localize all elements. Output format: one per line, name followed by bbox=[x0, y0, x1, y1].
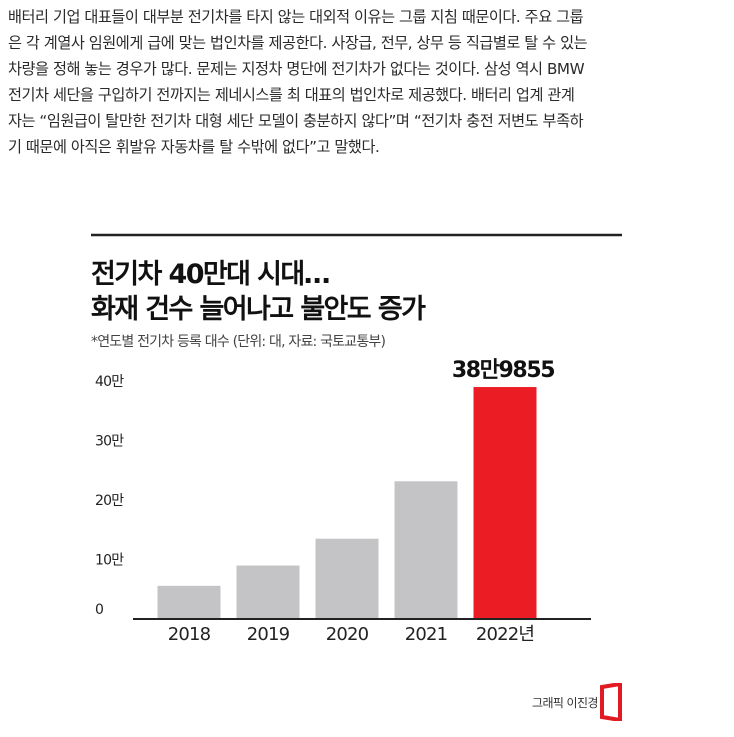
bar bbox=[394, 481, 458, 619]
x-tick-label: 2021 bbox=[405, 624, 448, 645]
bar bbox=[315, 538, 379, 619]
x-axis-tick-labels: 2018 2019 2020 2021 2022년 bbox=[168, 624, 535, 645]
graphic-credit: 그래픽 이진경 bbox=[532, 696, 598, 710]
bar bbox=[157, 585, 221, 619]
article-line: 자는 “임원급이 탈만한 전기차 대형 세단 모델이 충분하지 않다”며 “전기… bbox=[8, 112, 584, 130]
chart-title-line-2: 화재 건수 늘어나고 불안도 증가 bbox=[91, 294, 426, 325]
y-tick-label: 40만 bbox=[95, 374, 124, 390]
article-line: 차량을 정해 놓는 경우가 많다. 문제는 지정차 명단에 전기차가 없다는 것… bbox=[8, 60, 585, 78]
y-tick-label: 20만 bbox=[95, 493, 124, 509]
bar-highlight bbox=[473, 387, 537, 619]
x-tick-label: 2022년 bbox=[476, 624, 534, 645]
article-line: 기 때문에 아직은 휘발유 자동차를 탈 수밖에 없다”고 말했다. bbox=[8, 138, 380, 156]
article-line: 은 각 계열사 임원에게 급에 맞는 법인차를 제공한다. 사장급, 전무, 상… bbox=[8, 34, 588, 52]
bar-series bbox=[157, 387, 537, 619]
y-tick-label: 30만 bbox=[95, 434, 124, 450]
y-tick-label: 10만 bbox=[95, 553, 124, 569]
chart-subtitle: *연도별 전기차 등록 대수 (단위: 대, 자료: 국토교통부) bbox=[91, 334, 385, 350]
bar bbox=[236, 565, 300, 619]
y-axis-tick-labels: 0 10만 20만 30만 40만 bbox=[95, 374, 125, 618]
chart-title-line-1: 전기차 40만대 시대… bbox=[91, 259, 329, 290]
publisher-logo-icon bbox=[600, 683, 622, 721]
x-tick-label: 2020 bbox=[326, 624, 369, 645]
x-tick-label: 2019 bbox=[247, 624, 290, 645]
y-tick-label: 0 bbox=[95, 602, 103, 618]
highlight-value-label: 38만9855 bbox=[452, 358, 554, 383]
x-tick-label: 2018 bbox=[168, 624, 211, 645]
article-text: 배터리 기업 대표들이 대부분 전기차를 타지 않는 대외적 이유는 그룹 지침… bbox=[8, 4, 724, 160]
article-line: 배터리 기업 대표들이 대부분 전기차를 타지 않는 대외적 이유는 그룹 지침… bbox=[8, 8, 584, 26]
article-line: 전기차 세단을 구입하기 전까지는 제네시스를 최 대표의 법인차로 제공했다.… bbox=[8, 86, 575, 104]
